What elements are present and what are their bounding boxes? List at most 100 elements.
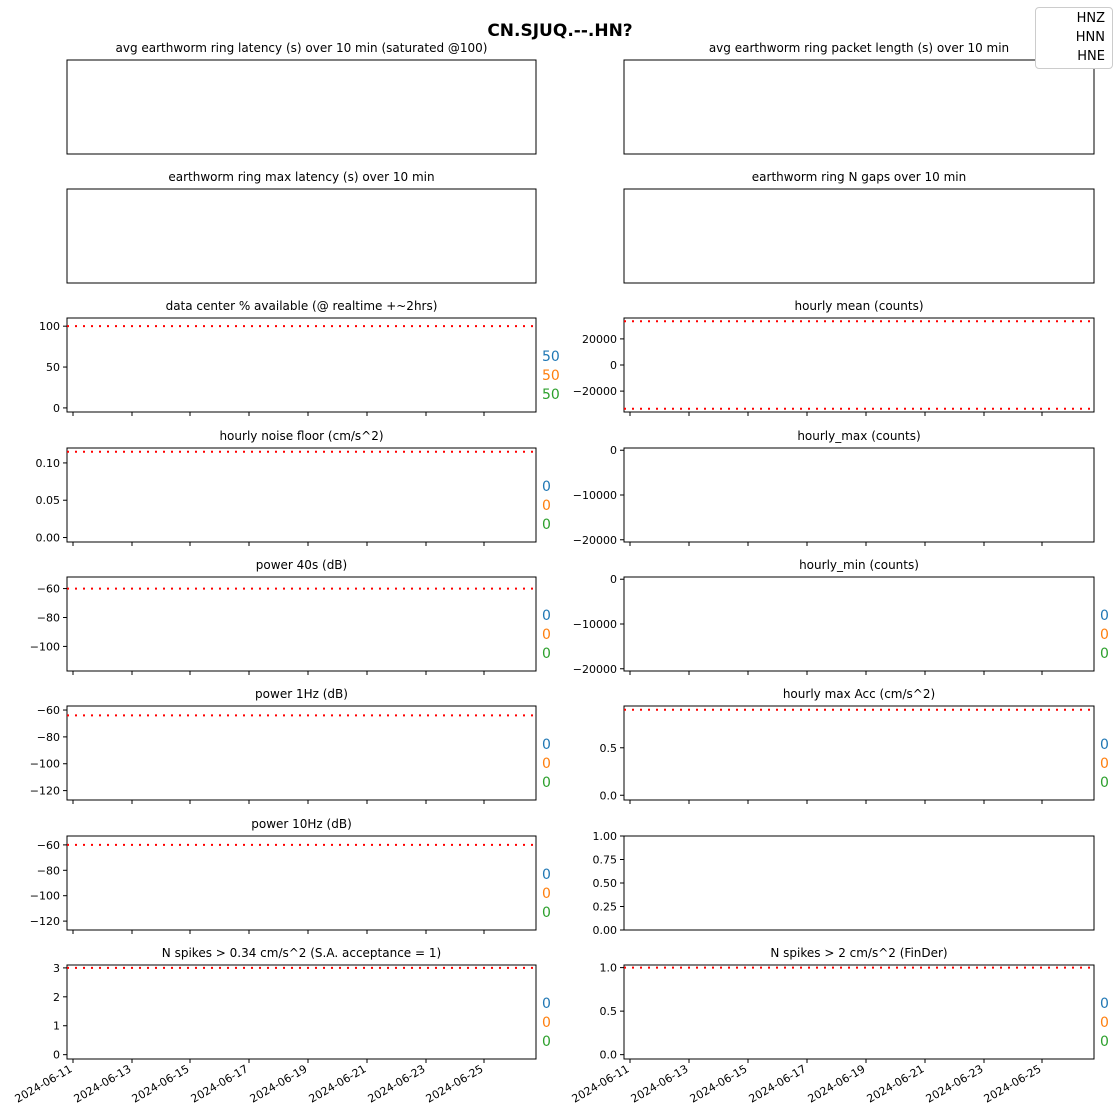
channel-value-label: 50: [542, 387, 560, 403]
y-tick-label: −100: [30, 758, 60, 771]
y-tick-label: −80: [37, 611, 60, 624]
channel-value-label: 0: [1100, 1034, 1109, 1050]
panel-title: hourly_max (counts): [797, 429, 920, 443]
channel-value-label: 0: [542, 627, 551, 643]
panel-title: N spikes > 2 cm/s^2 (FinDer): [770, 946, 947, 960]
axes-frame: [623, 576, 1095, 672]
channel-value-label: 0: [542, 1034, 551, 1050]
channel-value-label: 0: [542, 608, 551, 624]
panel-1: avg earthworm ring latency (s) over 10 m…: [66, 41, 537, 155]
y-tick-label: 0: [610, 359, 617, 372]
y-tick-label: 0.0: [600, 1049, 618, 1062]
axes-frame: [66, 59, 537, 155]
panel-title: hourly max Acc (cm/s^2): [783, 687, 935, 701]
y-tick-label: 1.00: [593, 830, 618, 843]
channel-value-label: 0: [542, 646, 551, 662]
x-tick-label: 2024-06-15: [130, 1062, 192, 1105]
channel-value-label: 0: [542, 886, 551, 902]
axes-frame: [623, 835, 1095, 931]
x-tick-label: 2024-06-13: [72, 1062, 134, 1105]
y-tick-label: 0.50: [593, 877, 618, 890]
channel-value-label: 50: [542, 368, 560, 384]
channel-value-label: 0: [1100, 1015, 1109, 1031]
y-tick-label: 3: [53, 962, 60, 975]
channel-value-label: 0: [542, 905, 551, 921]
y-tick-label: −120: [30, 785, 60, 798]
y-tick-label: 0: [610, 444, 617, 457]
y-tick-label: 0.05: [36, 494, 61, 507]
legend: HNZ HNN HNE: [1035, 7, 1113, 69]
channel-value-label: 0: [1100, 775, 1109, 791]
panel-title: avg earthworm ring packet length (s) ove…: [709, 41, 1009, 55]
channel-value-label: 0: [542, 517, 551, 533]
y-tick-label: 0.25: [593, 901, 618, 914]
panel-15: N spikes > 0.34 cm/s^2 (S.A. acceptance …: [13, 946, 551, 1106]
y-tick-label: −10000: [573, 489, 617, 502]
panel-title: hourly_min (counts): [799, 558, 919, 572]
x-tick-label: 2024-06-23: [366, 1062, 428, 1105]
x-tick-label: 2024-06-25: [424, 1062, 486, 1105]
y-tick-label: 0.00: [36, 532, 61, 545]
y-tick-label: −80: [37, 864, 60, 877]
channel-value-label: 0: [542, 498, 551, 514]
panel-3: earthworm ring max latency (s) over 10 m…: [66, 170, 537, 284]
axes-frame: [66, 447, 537, 543]
panel-13: power 10Hz (dB) −120 −100 −80 −60 0 0 0: [30, 817, 551, 934]
y-tick-label: 2: [53, 991, 60, 1004]
channel-value-label: 0: [542, 867, 551, 883]
y-tick-label: −20000: [573, 385, 617, 398]
panel-title: avg earthworm ring latency (s) over 10 m…: [116, 41, 488, 55]
axes-frame: [623, 964, 1095, 1060]
x-tick-label: 2024-06-21: [865, 1062, 927, 1105]
x-tick-label: 2024-06-13: [629, 1062, 691, 1105]
x-tick-label: 2024-06-17: [747, 1062, 809, 1105]
y-tick-label: 20000: [582, 333, 617, 346]
axes-frame: [66, 576, 537, 672]
y-tick-label: 0.10: [36, 457, 61, 470]
x-tick-label: 2024-06-19: [806, 1062, 868, 1105]
channel-value-label: 0: [1100, 627, 1109, 643]
y-tick-label: −80: [37, 731, 60, 744]
x-tick-label: 2024-06-11: [570, 1062, 632, 1105]
panel-title: hourly mean (counts): [794, 299, 923, 313]
panel-title: power 10Hz (dB): [251, 817, 352, 831]
panel-14: 0.00 0.25 0.50 0.75 1.00: [593, 830, 1095, 937]
y-tick-label: −20000: [573, 534, 617, 547]
channel-value-label: 0: [1100, 756, 1109, 772]
x-tick-label: 2024-06-19: [248, 1062, 310, 1105]
panel-10: hourly_min (counts) −20000 −10000 0 0 0 0: [573, 558, 1109, 676]
panel-6: hourly mean (counts) −20000 0 20000: [573, 299, 1095, 416]
y-tick-label: 0.5: [600, 742, 618, 755]
panel-12: hourly max Acc (cm/s^2) 0.0 0.5 0 0 0: [600, 687, 1109, 804]
x-tick-label: 2024-06-25: [982, 1062, 1044, 1105]
x-tick-label: 2024-06-23: [924, 1062, 986, 1105]
channel-value-label: 0: [1100, 646, 1109, 662]
channel-value-label: 0: [1100, 996, 1109, 1012]
legend-entry-hnz: HNZ: [1076, 11, 1105, 26]
y-tick-label: −60: [37, 839, 60, 852]
x-tick-label: 2024-06-21: [307, 1062, 369, 1105]
y-tick-label: 0.5: [600, 1005, 618, 1018]
y-tick-label: 0: [53, 1049, 60, 1062]
channel-value-label: 0: [542, 775, 551, 791]
axes-frame: [66, 705, 537, 801]
panel-title: data center % available (@ realtime +~2h…: [166, 299, 438, 313]
panel-5: data center % available (@ realtime +~2h…: [39, 299, 560, 416]
axes-frame: [66, 188, 537, 284]
y-tick-label: 1.0: [600, 962, 618, 975]
y-tick-label: 1: [53, 1020, 60, 1033]
axes-frame: [623, 705, 1095, 801]
legend-entry-hne: HNE: [1077, 49, 1105, 64]
x-tick-label: 2024-06-15: [688, 1062, 750, 1105]
panel-16: N spikes > 2 cm/s^2 (FinDer) 0.0 0.5 1.0 202…: [570, 946, 1109, 1106]
channel-value-label: 0: [1100, 608, 1109, 624]
y-tick-label: 0.75: [593, 854, 618, 867]
y-tick-label: −20000: [573, 663, 617, 676]
figure-title: CN.SJUQ.--.HN?: [487, 21, 632, 41]
channel-value-label: 0: [542, 996, 551, 1012]
axes-frame: [66, 835, 537, 931]
panel-8: hourly_max (counts) −20000 −10000 0: [573, 429, 1095, 547]
panel-title: earthworm ring max latency (s) over 10 m…: [168, 170, 434, 184]
axes-frame: [66, 317, 537, 413]
